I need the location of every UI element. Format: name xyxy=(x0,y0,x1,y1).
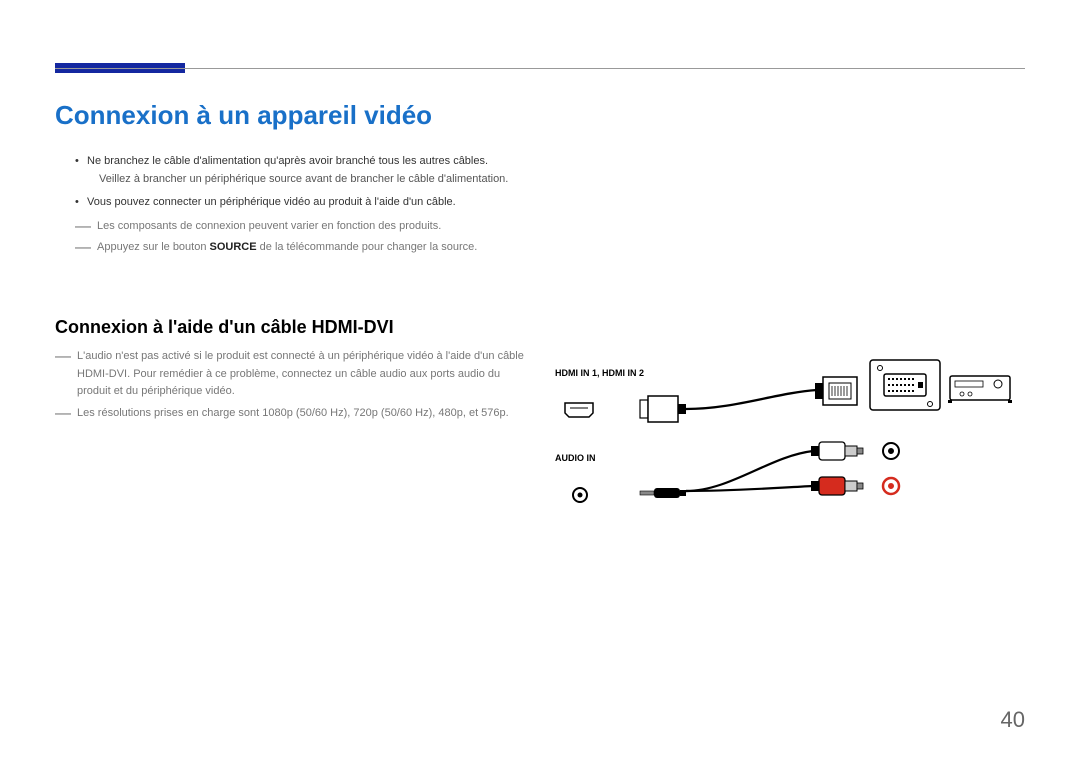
two-column-layout: L'audio n'est pas activé si le produit e… xyxy=(55,348,1025,583)
bullet-text: Ne branchez le câble d'alimentation qu'a… xyxy=(87,155,488,167)
source-keyword: SOURCE xyxy=(210,241,257,253)
dvi-plug-icon xyxy=(815,377,857,405)
audio-plug-icon xyxy=(640,488,686,498)
video-device-icon xyxy=(948,376,1012,403)
bullet-list: Ne branchez le câble d'alimentation qu'a… xyxy=(55,153,1025,212)
page-title: Connexion à un appareil vidéo xyxy=(55,100,1025,131)
note-suffix: de la télécommande pour changer la sourc… xyxy=(257,241,478,253)
hdmi-port-icon xyxy=(565,403,593,417)
list-item: Vous pouvez connecter un périphérique vi… xyxy=(75,194,1025,212)
rca-white-plug-icon xyxy=(811,442,863,460)
section-title: Connexion à l'aide d'un câble HDMI-DVI xyxy=(55,317,1025,338)
note-line: Les résolutions prises en charge sont 10… xyxy=(55,405,535,423)
note-line: Les composants de connexion peuvent vari… xyxy=(75,218,1025,236)
diagram-area: HDMI IN 1, HDMI IN 2 AUDIO IN xyxy=(555,348,1025,583)
note-line: L'audio n'est pas activé si le produit e… xyxy=(55,348,535,401)
audio-cable-white xyxy=(686,451,813,491)
hdmi-dvi-cable xyxy=(686,390,817,409)
dvi-port-icon xyxy=(870,360,940,410)
note-prefix: Appuyez sur le bouton xyxy=(97,241,210,253)
note-line: Appuyez sur le bouton SOURCE de la téléc… xyxy=(75,239,1025,257)
rca-red-plug-icon xyxy=(811,477,863,495)
hdmi-connector-icon xyxy=(640,396,686,422)
hdmi-label: HDMI IN 1, HDMI IN 2 xyxy=(555,368,644,378)
bullet-text: Vous pouvez connecter un périphérique vi… xyxy=(87,196,456,208)
top-rule xyxy=(55,68,1025,69)
audio-label: AUDIO IN xyxy=(555,453,596,463)
connection-diagram xyxy=(555,358,1015,578)
bullet-subtext: Veillez à brancher un périphérique sourc… xyxy=(99,171,1025,189)
left-column: L'audio n'est pas activé si le produit e… xyxy=(55,348,535,583)
page-content: Connexion à un appareil vidéo Ne branche… xyxy=(55,100,1025,583)
list-item: Ne branchez le câble d'alimentation qu'a… xyxy=(75,153,1025,188)
page-number: 40 xyxy=(1001,707,1025,733)
audio-port-icon xyxy=(573,488,587,502)
